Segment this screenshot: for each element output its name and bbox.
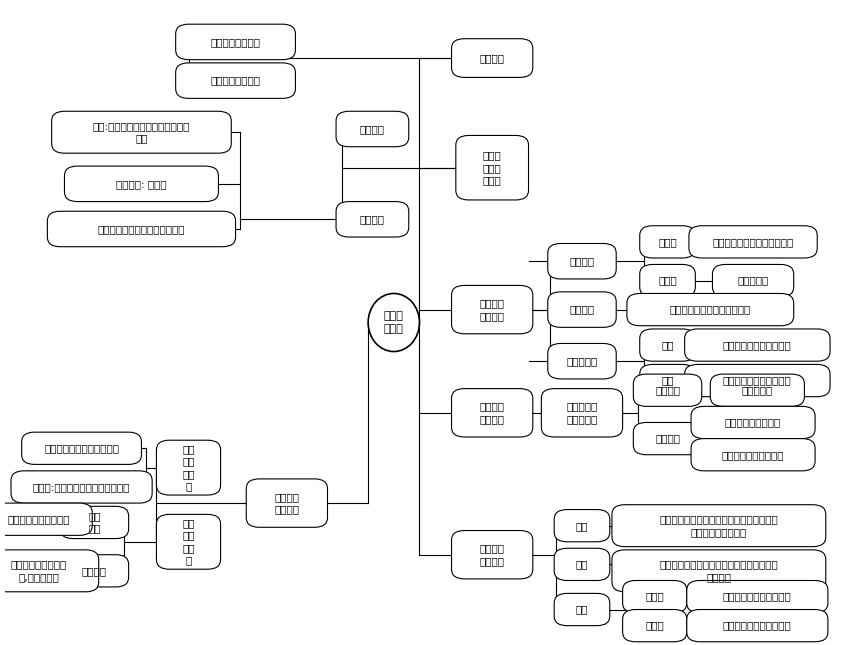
- FancyBboxPatch shape: [452, 530, 533, 579]
- Text: 肾单位:肾小球、肾小囊和肾小管等: 肾单位:肾小球、肾小囊和肾小管等: [33, 482, 130, 492]
- Text: 肾脏、输尿管、膀胱、尿道: 肾脏、输尿管、膀胱、尿道: [44, 443, 119, 453]
- Text: 营养物质: 营养物质: [569, 256, 594, 266]
- Text: 气体交换: 气体交换: [655, 433, 680, 444]
- Text: 人的生殖、青春期: 人的生殖、青春期: [211, 75, 261, 86]
- Text: 通过消化道进入血液循环: 通过消化道进入血液循环: [723, 375, 792, 386]
- FancyBboxPatch shape: [60, 506, 129, 539]
- FancyBboxPatch shape: [548, 243, 617, 279]
- FancyBboxPatch shape: [627, 293, 794, 326]
- Text: 激素调节: 激素调节: [360, 124, 385, 134]
- Text: 人的生活
需要空气: 人的生活 需要空气: [480, 402, 505, 424]
- Text: 消化系统: 消化系统: [569, 304, 594, 315]
- Text: 生物圈
中的人: 生物圈 中的人: [384, 311, 403, 334]
- Text: 由消化道和消化腺两部分组成: 由消化道和消化腺两部分组成: [670, 304, 751, 315]
- Text: 过滤和重吸收两个过程: 过滤和重吸收两个过程: [8, 514, 70, 524]
- FancyBboxPatch shape: [452, 285, 533, 334]
- FancyBboxPatch shape: [157, 440, 220, 495]
- FancyBboxPatch shape: [548, 292, 617, 327]
- FancyBboxPatch shape: [612, 504, 826, 547]
- FancyBboxPatch shape: [633, 374, 702, 406]
- FancyBboxPatch shape: [175, 63, 296, 98]
- Text: 呼吸道和肺: 呼吸道和肺: [741, 385, 773, 395]
- Text: 尿的
形成: 尿的 形成: [89, 511, 101, 533]
- Text: 人体与外界
的气体交换: 人体与外界 的气体交换: [567, 402, 598, 424]
- FancyBboxPatch shape: [47, 211, 236, 246]
- Text: 有机物: 有机物: [658, 237, 677, 247]
- FancyBboxPatch shape: [157, 515, 220, 570]
- FancyBboxPatch shape: [452, 388, 533, 437]
- Text: 血液由动脉血变为静脉血: 血液由动脉血变为静脉血: [723, 591, 792, 602]
- Text: 由输尿管进入膀胱储
存,经尿道排出: 由输尿管进入膀胱储 存,经尿道排出: [10, 560, 67, 582]
- Text: 途径: 途径: [575, 604, 588, 615]
- FancyBboxPatch shape: [640, 329, 696, 361]
- Text: 人的生活
需要营养: 人的生活 需要营养: [480, 299, 505, 321]
- FancyBboxPatch shape: [687, 580, 828, 613]
- Text: 水和无机盐: 水和无机盐: [737, 275, 769, 286]
- FancyBboxPatch shape: [548, 344, 617, 379]
- FancyBboxPatch shape: [685, 329, 830, 361]
- FancyBboxPatch shape: [52, 111, 231, 153]
- Text: 尿的
形成
和排
出: 尿的 形成 和排 出: [182, 518, 194, 566]
- FancyBboxPatch shape: [22, 432, 141, 464]
- Text: 吸收: 吸收: [661, 375, 673, 386]
- FancyBboxPatch shape: [554, 593, 610, 626]
- Text: 载体: 载体: [575, 521, 588, 531]
- FancyBboxPatch shape: [640, 226, 696, 258]
- Text: 神经调节: 神经调节: [360, 214, 385, 224]
- Text: 糖类、蛋白质、脂肪和维生素: 糖类、蛋白质、脂肪和维生素: [712, 237, 794, 247]
- Text: 消化和吸收: 消化和吸收: [567, 356, 598, 366]
- Text: 血液由静脉血变为动脉血: 血液由静脉血变为动脉血: [723, 620, 792, 631]
- FancyBboxPatch shape: [0, 503, 92, 535]
- Text: 血液的组成：血浆和血细胞，后者包括红细
胞、白细胞和血小板: 血液的组成：血浆和血细胞，后者包括红细 胞、白细胞和血小板: [660, 515, 778, 537]
- FancyBboxPatch shape: [175, 24, 296, 59]
- FancyBboxPatch shape: [554, 548, 610, 580]
- FancyBboxPatch shape: [612, 550, 826, 592]
- Text: 由心脏和血管组成，血管包括动脉、静脉和
毛细血管: 由心脏和血管组成，血管包括动脉、静脉和 毛细血管: [660, 560, 778, 582]
- FancyBboxPatch shape: [691, 406, 815, 439]
- FancyBboxPatch shape: [336, 201, 408, 237]
- Text: 物理性消化和化学性消化: 物理性消化和化学性消化: [723, 340, 792, 350]
- Ellipse shape: [368, 293, 420, 352]
- Text: 人体内废
物的排出: 人体内废 物的排出: [274, 492, 299, 514]
- Text: 器官: 器官: [575, 559, 588, 570]
- Text: 人体生
命活动
的调节: 人体生 命活动 的调节: [482, 150, 501, 185]
- FancyBboxPatch shape: [246, 479, 328, 528]
- Text: 人体通过眼和耳等感知外界环境: 人体通过眼和耳等感知外界环境: [98, 224, 185, 234]
- FancyBboxPatch shape: [712, 264, 794, 297]
- FancyBboxPatch shape: [64, 166, 218, 201]
- FancyBboxPatch shape: [60, 555, 129, 587]
- FancyBboxPatch shape: [685, 364, 830, 397]
- FancyBboxPatch shape: [11, 471, 152, 503]
- Text: 肺循环: 肺循环: [645, 620, 664, 631]
- FancyBboxPatch shape: [623, 580, 687, 613]
- Text: 人体内物
质的运输: 人体内物 质的运输: [480, 544, 505, 566]
- Text: 体循环: 体循环: [645, 591, 664, 602]
- Text: 尿的排出: 尿的排出: [82, 566, 107, 576]
- Text: 无机物: 无机物: [658, 275, 677, 286]
- FancyBboxPatch shape: [623, 610, 687, 642]
- Text: 消化: 消化: [661, 340, 673, 350]
- FancyBboxPatch shape: [554, 510, 610, 542]
- FancyBboxPatch shape: [336, 111, 408, 146]
- Text: 肺泡与血液的气体交换: 肺泡与血液的气体交换: [722, 450, 784, 460]
- Text: 方式:反射，分为非条件反射和条件
反射: 方式:反射，分为非条件反射和条件 反射: [93, 121, 190, 143]
- FancyBboxPatch shape: [689, 226, 817, 258]
- FancyBboxPatch shape: [687, 610, 828, 642]
- FancyBboxPatch shape: [640, 364, 696, 397]
- FancyBboxPatch shape: [691, 439, 815, 471]
- Text: 人的由来: 人的由来: [480, 53, 505, 63]
- Text: 呼吸系统: 呼吸系统: [655, 385, 680, 395]
- FancyBboxPatch shape: [541, 388, 623, 437]
- FancyBboxPatch shape: [452, 39, 533, 77]
- FancyBboxPatch shape: [710, 374, 804, 406]
- Text: 结构基础: 反射弧: 结构基础: 反射弧: [116, 179, 167, 189]
- FancyBboxPatch shape: [0, 550, 99, 592]
- FancyBboxPatch shape: [633, 422, 702, 455]
- Text: 人类的起源和发展: 人类的起源和发展: [211, 37, 261, 47]
- FancyBboxPatch shape: [456, 135, 529, 200]
- Text: 肺与外界的气体交换: 肺与外界的气体交换: [725, 417, 781, 428]
- Text: 泌尿
系统
的组
成: 泌尿 系统 的组 成: [182, 444, 194, 491]
- FancyBboxPatch shape: [640, 264, 696, 297]
